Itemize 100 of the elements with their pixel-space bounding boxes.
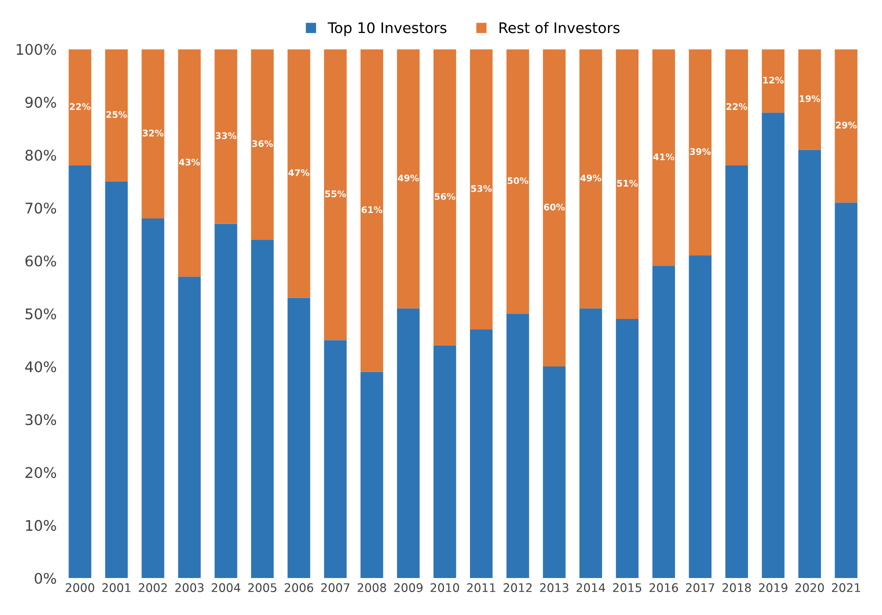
data-label: 19% bbox=[800, 95, 820, 102]
bar bbox=[506, 49, 530, 314]
x-tick-label: 2017 bbox=[686, 583, 714, 592]
data-label: 53% bbox=[471, 185, 492, 192]
x-tick-label: 2020 bbox=[795, 583, 824, 592]
x-tick-label: 2015 bbox=[613, 583, 642, 592]
y-tick-label: 80% bbox=[25, 150, 56, 161]
data-label: 25% bbox=[106, 111, 127, 118]
bar bbox=[798, 150, 821, 578]
x-tick-label: 2002 bbox=[138, 583, 167, 592]
bar bbox=[251, 240, 274, 578]
legend-label: Rest of Investors bbox=[500, 22, 620, 34]
data-label: 32% bbox=[142, 130, 164, 136]
y-tick-label: 20% bbox=[26, 467, 56, 478]
x-tick-label: 2003 bbox=[175, 583, 204, 592]
data-label: 39% bbox=[690, 148, 711, 155]
y-tick-label: 70% bbox=[26, 202, 56, 214]
x-tick-label: 2004 bbox=[212, 583, 240, 592]
data-label: 50% bbox=[508, 177, 528, 184]
x-tick-label: 2018 bbox=[722, 583, 751, 592]
x-tick-label: 2010 bbox=[430, 583, 460, 592]
x-tick-label: 2013 bbox=[540, 583, 568, 592]
bar bbox=[360, 49, 384, 372]
y-tick-label: 40% bbox=[25, 361, 56, 372]
bar bbox=[762, 112, 784, 578]
bar bbox=[834, 202, 858, 578]
data-label: 61% bbox=[362, 206, 382, 214]
data-label: 47% bbox=[288, 169, 310, 176]
bar bbox=[579, 49, 602, 308]
bar bbox=[798, 49, 821, 150]
data-label: 36% bbox=[252, 140, 273, 148]
y-tick-label: 30% bbox=[26, 414, 56, 426]
bar bbox=[178, 49, 201, 277]
bar bbox=[214, 224, 238, 578]
bar bbox=[834, 49, 858, 203]
bar bbox=[68, 49, 92, 166]
data-label: 33% bbox=[216, 132, 236, 140]
bar bbox=[762, 49, 784, 113]
y-tick-label: 60% bbox=[25, 255, 56, 267]
x-tick-label: 2005 bbox=[248, 583, 276, 592]
x-tick-label: 2001 bbox=[102, 583, 130, 592]
bar bbox=[725, 49, 748, 166]
bar bbox=[142, 218, 164, 578]
x-tick-label: 2009 bbox=[394, 583, 423, 592]
bar bbox=[506, 314, 530, 578]
x-tick-label: 2016 bbox=[650, 583, 678, 592]
y-tick-label: 0% bbox=[34, 572, 56, 584]
bar bbox=[434, 49, 456, 346]
x-tick-label: 2014 bbox=[576, 583, 606, 592]
bar bbox=[360, 372, 384, 578]
data-label: 56% bbox=[434, 193, 456, 200]
x-tick-label: 2012 bbox=[504, 583, 532, 592]
bar bbox=[214, 49, 238, 224]
bar bbox=[470, 49, 493, 330]
data-label: 22% bbox=[726, 103, 748, 110]
data-label: 60% bbox=[544, 204, 565, 210]
bar bbox=[324, 49, 347, 340]
bar bbox=[324, 340, 347, 578]
bar bbox=[397, 308, 420, 578]
bar bbox=[542, 366, 566, 578]
bar bbox=[105, 181, 128, 578]
legend-label: Top 10 Investors bbox=[328, 22, 446, 36]
bar bbox=[288, 298, 310, 578]
y-tick-label: 90% bbox=[25, 96, 56, 108]
bar bbox=[397, 49, 420, 308]
data-label: 55% bbox=[325, 190, 346, 198]
data-label: 29% bbox=[836, 122, 857, 129]
bar bbox=[542, 49, 566, 367]
x-tick-label: 2000 bbox=[66, 583, 94, 592]
bar bbox=[142, 49, 164, 218]
bar bbox=[688, 49, 712, 256]
x-tick-label: 2019 bbox=[758, 583, 788, 592]
bar bbox=[68, 166, 92, 578]
bar bbox=[725, 166, 748, 578]
bar bbox=[105, 49, 128, 182]
bar bbox=[579, 308, 602, 578]
bar bbox=[470, 330, 493, 578]
y-tick-label: 100% bbox=[16, 44, 56, 55]
bar bbox=[652, 49, 676, 266]
bar bbox=[616, 49, 639, 319]
data-label: 22% bbox=[70, 103, 90, 110]
x-tick-label: 2008 bbox=[358, 583, 386, 592]
bar bbox=[616, 318, 639, 578]
x-tick-label: 2011 bbox=[467, 583, 496, 592]
bar bbox=[434, 345, 456, 578]
data-label: 51% bbox=[617, 180, 638, 187]
x-tick-label: 2021 bbox=[832, 583, 860, 592]
y-tick-label: 10% bbox=[26, 520, 56, 531]
data-label: 43% bbox=[179, 158, 200, 166]
data-label: 12% bbox=[763, 76, 784, 84]
bar bbox=[652, 266, 676, 578]
bar bbox=[178, 276, 201, 578]
x-tick-label: 2007 bbox=[321, 583, 350, 592]
bar bbox=[288, 49, 310, 298]
data-label: 41% bbox=[653, 153, 674, 160]
data-label: 49% bbox=[398, 174, 419, 182]
data-label: 49% bbox=[580, 174, 602, 182]
bar bbox=[688, 255, 712, 578]
x-tick-label: 2006 bbox=[284, 583, 314, 592]
y-tick-label: 50% bbox=[26, 308, 56, 320]
